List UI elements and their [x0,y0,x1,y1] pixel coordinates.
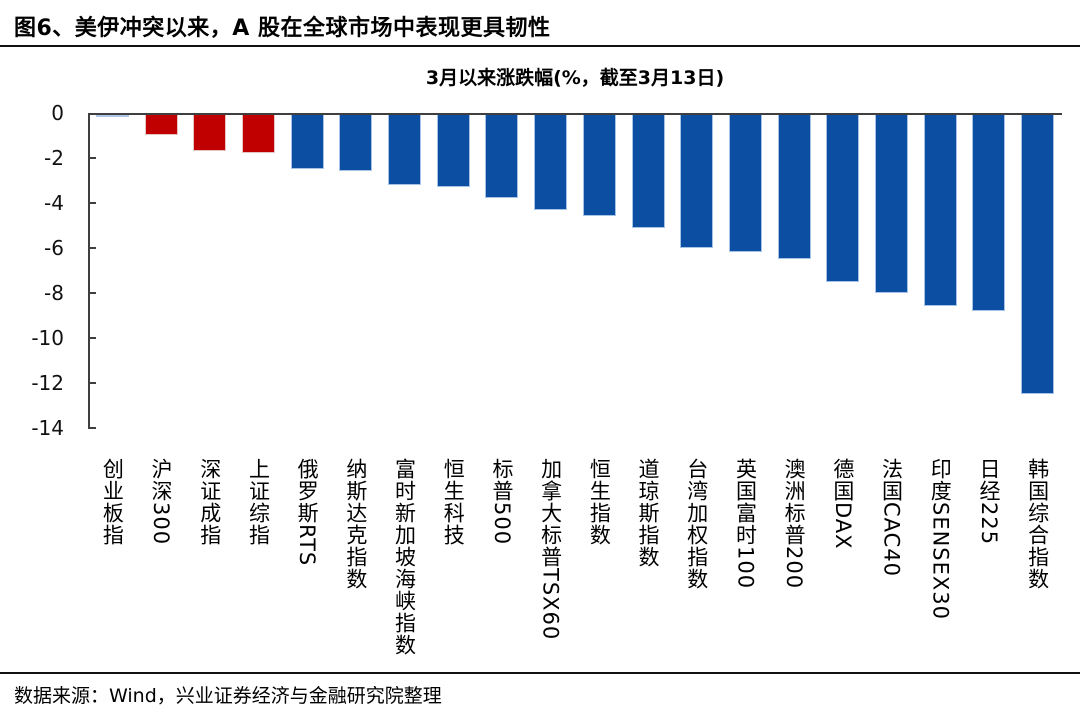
bar-上证综指 [241,115,275,154]
bar-道琼斯指数 [631,115,665,228]
y-tick-mark [88,202,96,204]
bar-深证成指 [193,115,227,151]
y-tick-label: -8 [44,281,64,305]
x-label-德国DAX: 德国DAX [830,458,855,550]
y-tick-label: -2 [44,146,64,170]
bar-富时新加坡海峡指数 [388,115,422,185]
bar-澳洲标普200 [777,115,811,259]
y-tick-label: 0 [51,101,64,125]
x-label-标普500: 标普500 [489,458,514,546]
chart-title: 3月以来涨跌幅(%，截至3月13日) [425,67,725,89]
bar-恒生指数 [582,115,616,217]
y-tick-label: -6 [44,236,64,260]
x-label-法国CAC40: 法国CAC40 [879,458,904,578]
bar-标普500 [485,115,519,199]
bar-加拿大标普TSX60 [534,115,568,210]
plot-area [88,113,1062,428]
y-tick-mark [88,427,96,429]
x-label-深证成指: 深证成指 [197,458,222,546]
bar-恒生科技 [436,115,470,187]
x-label-加拿大标普TSX60: 加拿大标普TSX60 [538,458,563,641]
title-divider [0,45,1080,47]
x-label-纳斯达克指数: 纳斯达克指数 [343,458,368,590]
bar-德国DAX [826,115,860,282]
data-source-note: 数据来源：Wind，兴业证券经济与金融研究院整理 [14,685,442,707]
x-label-恒生指数: 恒生指数 [587,458,612,546]
bar-创业板指 [95,115,129,118]
bar-沪深300 [144,115,178,136]
bar-纳斯达克指数 [339,115,373,172]
bar-法国CAC40 [875,115,909,293]
bar-印度SENSEX30 [923,115,957,307]
x-label-台湾加权指数: 台湾加权指数 [684,458,709,590]
y-tick-label: -14 [31,416,64,440]
y-tick-mark [88,337,96,339]
bar-日经225 [972,115,1006,311]
x-label-富时新加坡海峡指数: 富时新加坡海峡指数 [392,458,417,656]
footer-divider [0,672,1080,674]
y-tick-mark [88,247,96,249]
x-label-英国富时100: 英国富时100 [733,458,758,590]
x-label-澳洲标普200: 澳洲标普200 [782,458,807,590]
y-tick-label: -10 [31,326,64,350]
x-label-道琼斯指数: 道琼斯指数 [636,458,661,568]
bar-台湾加权指数 [680,115,714,248]
x-label-沪深300: 沪深300 [149,458,174,546]
y-tick-mark [88,157,96,159]
x-label-韩国综合指数: 韩国综合指数 [1025,458,1050,590]
bar-韩国综合指数 [1021,115,1055,394]
y-tick-mark [88,382,96,384]
bar-俄罗斯RTS [290,115,324,169]
x-label-日经225: 日经225 [976,458,1001,546]
bar-英国富时100 [728,115,762,253]
x-label-上证综指: 上证综指 [246,458,271,546]
y-tick-label: -4 [44,191,64,215]
y-tick-mark [88,292,96,294]
x-label-俄罗斯RTS: 俄罗斯RTS [295,458,320,567]
x-label-印度SENSEX30: 印度SENSEX30 [928,458,953,621]
figure-title: 图6、美伊冲突以来，A 股在全球市场中表现更具韧性 [14,16,551,41]
x-label-创业板指: 创业板指 [100,458,125,546]
y-tick-label: -12 [31,371,64,395]
x-label-恒生科技: 恒生科技 [441,458,466,546]
